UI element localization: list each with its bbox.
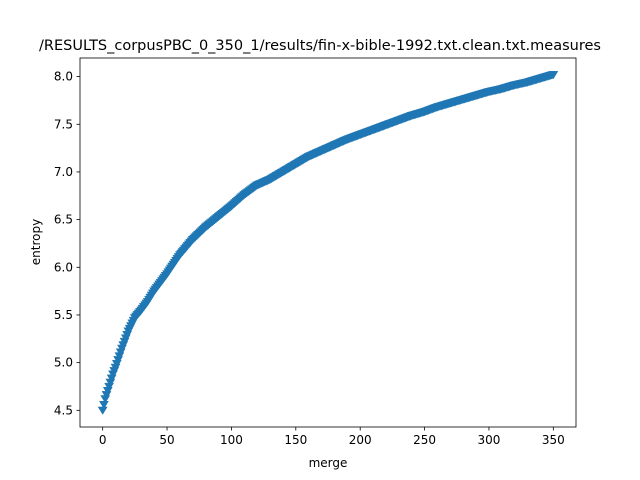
y-axis-ticks: 4.5 5.0 5.5 6.0 6.5 7.0 7.5 8.0 [54, 70, 80, 417]
y-tick-label: 4.5 [54, 403, 73, 417]
y-tick-label: 5.5 [54, 308, 73, 322]
y-tick-label: 7.0 [54, 165, 73, 179]
y-axis-label: entropy [29, 219, 43, 265]
x-tick-label: 350 [542, 433, 565, 447]
y-tick-label: 6.5 [54, 213, 73, 227]
y-tick-label: 6.0 [54, 260, 73, 274]
data-point [548, 71, 559, 80]
y-tick-label: 5.0 [54, 356, 73, 370]
x-tick-label: 300 [478, 433, 501, 447]
x-tick-label: 0 [99, 433, 107, 447]
x-tick-label: 50 [159, 433, 174, 447]
x-tick-label: 100 [220, 433, 243, 447]
x-axis-ticks: 0 50 100 150 200 250 300 350 [99, 427, 565, 447]
axes-frame [79, 57, 577, 428]
x-tick-label: 250 [413, 433, 436, 447]
x-tick-label: 150 [284, 433, 307, 447]
chart-title: /RESULTS_corpusPBC_0_350_1/results/fin-x… [39, 38, 601, 54]
x-tick-label: 200 [349, 433, 372, 447]
y-tick-label: 7.5 [54, 117, 73, 131]
y-tick-label: 8.0 [54, 70, 73, 84]
x-axis-label: merge [309, 456, 348, 470]
plot-marks [97, 71, 559, 415]
